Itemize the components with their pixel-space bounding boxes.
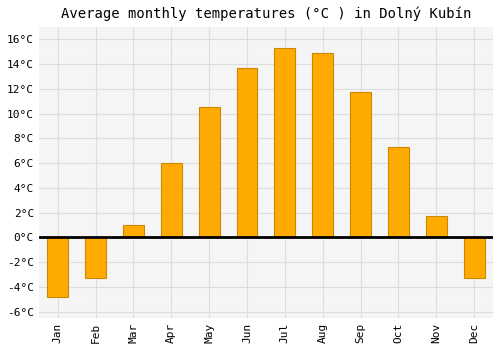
Bar xyxy=(123,225,144,237)
Bar xyxy=(85,237,106,278)
Bar xyxy=(312,53,333,237)
Bar xyxy=(274,48,295,237)
Bar xyxy=(198,107,220,237)
Bar xyxy=(350,92,371,237)
Title: Average monthly temperatures (°C ) in Dolný Kubín: Average monthly temperatures (°C ) in Do… xyxy=(60,7,471,21)
Bar xyxy=(236,68,258,237)
Bar xyxy=(48,237,68,297)
Bar xyxy=(388,147,409,237)
Bar xyxy=(426,216,446,237)
Bar xyxy=(464,237,484,278)
Bar xyxy=(161,163,182,237)
